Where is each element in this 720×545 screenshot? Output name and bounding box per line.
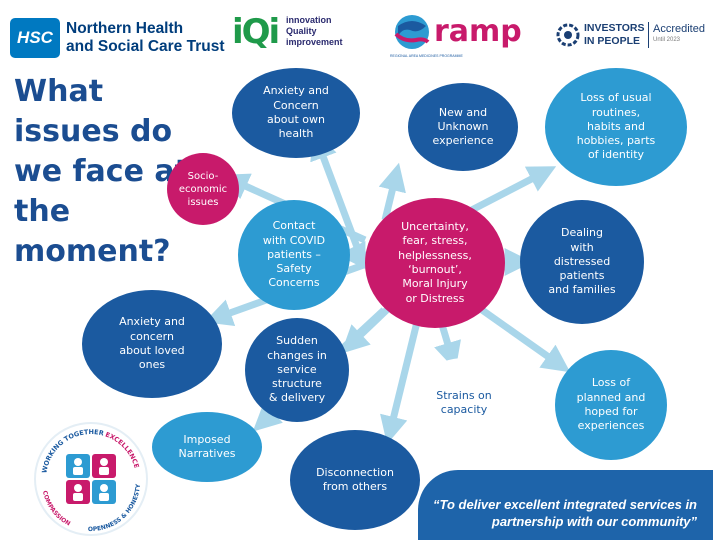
bubble-sudden-changes: Sudden changes in service structure & de… — [245, 318, 349, 422]
bubble-anxiety-own-health-text: Anxiety and Concern about own health — [263, 84, 329, 141]
bubble-sudden-changes-text: Sudden changes in service structure & de… — [267, 334, 327, 405]
investors-in-people-logo: INVESTORS IN PEOPLE Accredited Until 202… — [556, 20, 716, 52]
ramp-logo: ramp REGIONAL AREA MEDICINES PROGRAMME — [390, 12, 530, 60]
iip-divider — [648, 22, 649, 48]
bubble-contact-covid: Contact with COVID patients – Safety Con… — [238, 200, 350, 310]
iqi-line2: Quality — [286, 26, 317, 36]
iip-rosette-icon — [556, 23, 580, 47]
iqi-line3: improvement — [286, 37, 343, 47]
bubble-contact-covid-text: Contact with COVID patients – Safety Con… — [262, 219, 326, 290]
iqi-text: innovation Quality improvement — [286, 15, 343, 48]
bubble-loss-planned: Loss of planned and hoped for experience… — [555, 350, 667, 460]
iip-line1: INVESTORS — [584, 22, 645, 34]
iip-accredited: Accredited — [653, 23, 705, 35]
bubble-loss-routines-text: Loss of usual routines, habits and hobbi… — [576, 91, 656, 162]
bubble-disconnection-text: Disconnection from others — [316, 465, 394, 493]
bubble-strains-capacity-text: Strains on capacity — [436, 388, 492, 416]
bubble-uncertainty-text: Uncertainty, fear, stress, helplessness,… — [398, 220, 472, 305]
bubble-loss-routines: Loss of usual routines, habits and hobbi… — [545, 68, 687, 186]
iqi-line1: innovation — [286, 15, 332, 25]
bubble-new-unknown-text: New and Unknown experience — [432, 105, 494, 148]
page-title: What issues do we face at the moment? — [14, 74, 189, 269]
hsc-logo: HSC — [10, 18, 60, 58]
bubble-socio-economic-text: Socio- economic issues — [178, 170, 228, 208]
trust-name-line1: Northern Health — [66, 20, 184, 37]
values-badge-icon: WORKING TOGETHER EXCELLENCE COMPASSION O… — [34, 422, 148, 536]
footer-quote-panel: “To deliver excellent integrated service… — [418, 470, 713, 540]
arrow-disconnection — [380, 317, 422, 445]
bubble-anxiety-loved-ones-text: Anxiety and concern about loved ones — [119, 315, 185, 372]
trust-name-line2: and Social Care Trust — [66, 38, 225, 55]
bubble-dealing-distressed-text: Dealing with distressed patients and fam… — [548, 226, 616, 297]
arrow-loss-routines — [460, 166, 557, 219]
iip-name: INVESTORS IN PEOPLE — [584, 22, 645, 48]
ramp-word: ramp — [434, 14, 522, 49]
bubble-imposed-narratives: Imposed Narratives — [152, 412, 262, 482]
bubble-disconnection: Disconnection from others — [290, 430, 420, 530]
bubble-anxiety-loved-ones: Anxiety and concern about loved ones — [82, 290, 222, 398]
bubble-strains-capacity: Strains on capacity — [412, 358, 516, 448]
bubble-socio-economic: Socio- economic issues — [167, 153, 239, 225]
iip-date: Until 2023 — [653, 37, 681, 43]
ramp-globe-icon — [394, 15, 430, 49]
arrow-loss-planned — [472, 302, 571, 373]
trust-name: Northern Health and Social Care Trust — [66, 20, 225, 56]
values-badge: WORKING TOGETHER EXCELLENCE COMPASSION O… — [30, 418, 152, 540]
bubble-uncertainty: Uncertainty, fear, stress, helplessness,… — [365, 198, 505, 328]
iip-line2: IN PEOPLE — [584, 35, 641, 47]
iqi-logo: iQi innovation Quality improvement — [232, 12, 357, 58]
bubble-imposed-narratives-text: Imposed Narratives — [178, 432, 236, 460]
hsc-badge-text: HSC — [17, 28, 53, 47]
bubble-anxiety-own-health: Anxiety and Concern about own health — [232, 68, 360, 158]
arrow-new-unknown — [378, 162, 406, 221]
footer-quote: “To deliver excellent integrated service… — [433, 497, 697, 529]
bubble-dealing-distressed: Dealing with distressed patients and fam… — [520, 200, 644, 324]
iqi-mark: iQi — [232, 12, 280, 52]
bubble-new-unknown: New and Unknown experience — [408, 83, 518, 171]
bubble-loss-planned-text: Loss of planned and hoped for experience… — [576, 376, 646, 433]
ramp-tagline: REGIONAL AREA MEDICINES PROGRAMME — [390, 54, 463, 58]
iip-accreditation: Accredited Until 2023 — [653, 23, 705, 45]
